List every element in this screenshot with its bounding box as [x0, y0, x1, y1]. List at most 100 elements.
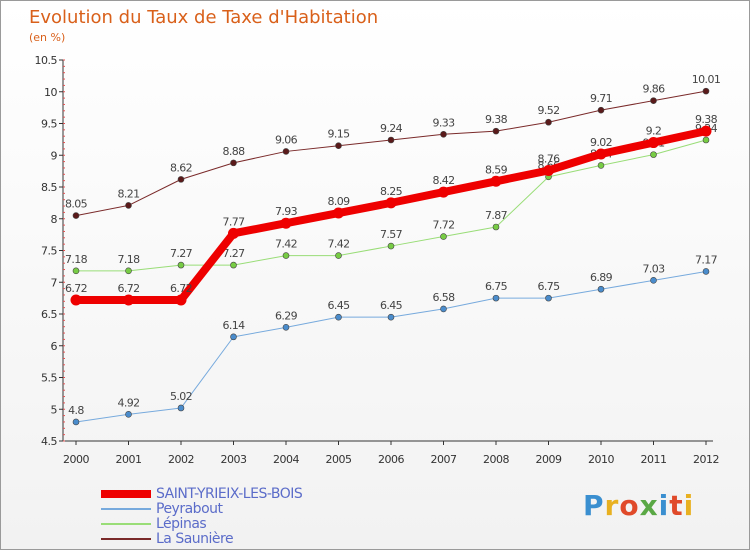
data-point [440, 233, 447, 240]
data-point [125, 267, 132, 275]
data-label: 6.72 [170, 282, 192, 295]
data-point [702, 136, 710, 144]
data-label: 8.42 [432, 174, 454, 187]
data-point [492, 127, 500, 135]
data-label: 8.59 [485, 163, 508, 176]
data-label: 7.42 [327, 238, 349, 251]
y-tick-label: 7.5 [41, 245, 57, 258]
series-peyrabout: 4.8 4.92 5.02 6.14 6.29 6.45 6.45 6.58 6.75 6.75 6… [68, 253, 718, 426]
data-point [282, 252, 290, 259]
logo-letter: r [604, 489, 620, 522]
data-point [387, 136, 395, 144]
data-point [597, 162, 605, 169]
data-point [72, 267, 80, 275]
legend-item: Peyrabout [101, 501, 223, 517]
legend-label: La Saunière [156, 531, 234, 547]
data-point [440, 130, 447, 138]
data-point [650, 277, 657, 284]
data-point [177, 176, 185, 183]
data-point [125, 411, 132, 418]
data-label: 7.72 [432, 219, 454, 232]
x-tick-label: 2010 [588, 453, 614, 466]
data-label: 6.72 [65, 282, 87, 295]
data-point [280, 217, 292, 229]
data-point [230, 333, 237, 341]
data-point [597, 106, 605, 114]
data-label: 9.52 [537, 104, 559, 117]
x-tick-label: 2012 [693, 453, 719, 466]
legend-label: Lépinas [156, 516, 207, 532]
data-point [385, 197, 397, 209]
data-label: 4.92 [117, 396, 139, 409]
data-label: 4.8 [68, 404, 84, 417]
logo-letter: o [619, 489, 640, 522]
data-label: 7.87 [485, 209, 508, 222]
data-point [438, 186, 449, 198]
data-point [230, 261, 237, 269]
series-saint-yrieix-les-bois: 6.72 6.72 6.72 7.77 7.93 8.09 8.25 8.42 8.59 8.76… [65, 113, 718, 306]
data-label: 9.38 [485, 113, 508, 126]
data-point [490, 175, 502, 187]
data-point [700, 125, 712, 137]
data-label: 8.76 [537, 152, 560, 165]
data-point [543, 164, 554, 176]
data-label: 9.06 [275, 133, 298, 146]
data-point [175, 294, 187, 306]
series-la-sauni-re: 8.05 8.21 8.62 8.88 9.06 9.15 9.24 9.33 9.38 9.52… [65, 73, 721, 219]
data-point [125, 202, 132, 209]
data-point [230, 159, 237, 167]
y-tick-label: 8.5 [41, 181, 57, 194]
legend-item: La Saunière [101, 531, 234, 547]
x-tick-label: 2006 [378, 453, 404, 466]
data-point [597, 285, 605, 293]
data-label: 7.77 [222, 215, 245, 228]
data-label: 9.38 [695, 113, 718, 126]
data-point [650, 97, 657, 104]
x-tick-label: 2004 [273, 453, 299, 466]
data-label: 6.89 [590, 271, 613, 284]
y-tick-label: 9 [51, 149, 58, 162]
data-label: 6.58 [432, 291, 455, 304]
legend-label: SAINT-YRIEIX-LES-BOIS [156, 486, 303, 502]
data-point [282, 148, 290, 155]
data-label: 6.45 [327, 299, 350, 312]
data-label: 6.72 [117, 282, 139, 295]
data-label: 5.02 [170, 390, 192, 403]
data-point [595, 148, 607, 160]
logo-letter: t [669, 489, 684, 522]
y-tick-label: 8 [51, 213, 58, 226]
y-tick-label: 9.5 [41, 118, 57, 131]
x-tick-label: 2003 [221, 453, 247, 466]
legend-swatch [101, 490, 151, 498]
data-point [702, 87, 710, 95]
data-label: 9.71 [590, 92, 612, 105]
data-point [335, 252, 342, 259]
data-label: 7.42 [275, 238, 297, 251]
y-tick-label: 7 [51, 276, 58, 289]
logo-letter: i [683, 489, 695, 522]
data-label: 8.09 [327, 195, 350, 208]
data-label: 7.57 [380, 228, 403, 241]
x-tick-label: 2011 [641, 453, 667, 466]
legend-swatch [101, 508, 151, 510]
data-label: 6.75 [537, 280, 560, 293]
data-point [702, 268, 710, 275]
data-label: 9.33 [432, 116, 455, 129]
data-label: 8.05 [65, 198, 88, 211]
data-point [545, 118, 552, 126]
data-point [492, 223, 500, 231]
data-point [177, 404, 185, 412]
data-point [650, 151, 657, 158]
x-tick-label: 2000 [63, 453, 89, 466]
y-tick-label: 10 [44, 86, 57, 99]
data-point [282, 324, 290, 331]
data-label: 9.02 [590, 136, 612, 149]
data-label: 6.75 [485, 280, 508, 293]
x-tick-label: 2005 [326, 453, 352, 466]
legend-swatch [101, 523, 151, 525]
logo-letter: x [639, 489, 659, 522]
data-label: 7.18 [65, 253, 88, 266]
y-tick-label: 4.5 [41, 435, 57, 448]
